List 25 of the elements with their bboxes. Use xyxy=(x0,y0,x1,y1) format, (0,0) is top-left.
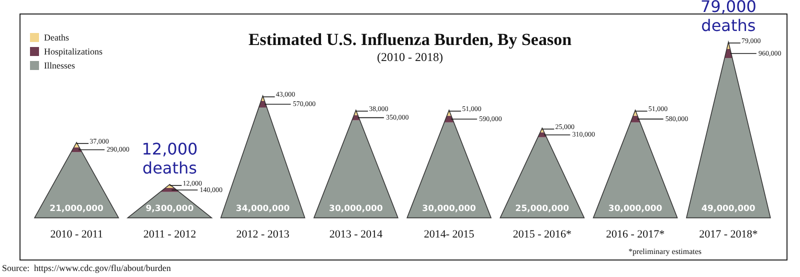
text: 12,000 deaths xyxy=(142,139,198,178)
category-label: 2014- 2015 xyxy=(424,228,475,240)
category-label: 2013 - 2014 xyxy=(329,228,384,240)
category-label: 2016 - 2017* xyxy=(606,228,665,240)
source-note: Source: https://www.cdc.gov/flu/about/burden xyxy=(2,263,172,273)
legend-label: Illnesses xyxy=(44,60,76,70)
category-label: 2015 - 2016* xyxy=(512,228,572,240)
data-label: 30,000,000 xyxy=(422,204,476,214)
data-label: 25,000,000 xyxy=(515,204,570,214)
data-label: 30,000,000 xyxy=(608,204,662,214)
legend-label: Deaths xyxy=(44,32,70,42)
category-label: 2010 - 2011 xyxy=(50,228,103,240)
text: *preliminary estimates xyxy=(628,247,702,256)
legend-label: Hospitalizations xyxy=(44,46,103,56)
data-label: 49,000,000 xyxy=(702,204,756,214)
text: Estimated U.S. Influenza Burden, By Season xyxy=(248,30,572,49)
data-label: 21,000,000 xyxy=(50,204,104,214)
data-label: 30,000,000 xyxy=(329,204,383,214)
category-label: 2017 - 2018* xyxy=(699,228,758,240)
category-label: 2012 - 2013 xyxy=(236,228,290,240)
category-label: 2011 - 2012 xyxy=(143,228,196,240)
data-label: 34,000,000 xyxy=(236,204,290,214)
text: (2010 - 2018) xyxy=(377,50,443,64)
data-label: 9,300,000 xyxy=(146,204,194,214)
text: 79,000 deaths xyxy=(700,0,756,35)
